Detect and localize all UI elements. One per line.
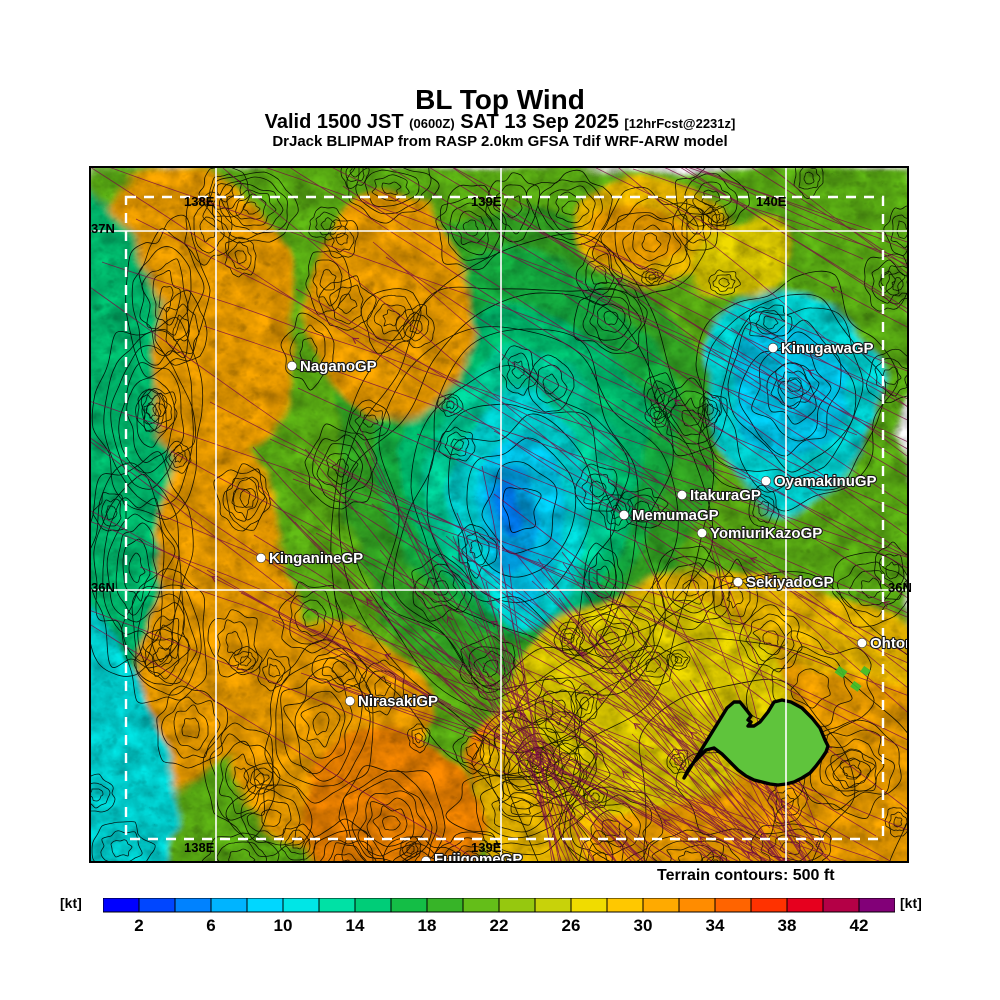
svg-text:NaganoGP: NaganoGP bbox=[300, 358, 377, 375]
svg-text:ItakuraGP: ItakuraGP bbox=[690, 487, 761, 504]
svg-text:SekiyadoGP: SekiyadoGP bbox=[746, 574, 834, 591]
svg-text:34: 34 bbox=[706, 916, 725, 935]
svg-text:KinganineGP: KinganineGP bbox=[269, 550, 363, 567]
svg-text:OhtoneGP: OhtoneGP bbox=[870, 635, 909, 652]
svg-text:30: 30 bbox=[634, 916, 653, 935]
svg-text:KinugawaGP: KinugawaGP bbox=[781, 340, 874, 357]
svg-text:YomiuriKazoGP: YomiuriKazoGP bbox=[710, 525, 822, 542]
svg-text:NirasakiGP: NirasakiGP bbox=[358, 693, 438, 710]
svg-text:2: 2 bbox=[134, 916, 143, 935]
svg-text:OyamakinuGP: OyamakinuGP bbox=[774, 473, 877, 490]
svg-text:18: 18 bbox=[418, 916, 437, 935]
svg-text:42: 42 bbox=[850, 916, 869, 935]
svg-text:22: 22 bbox=[490, 916, 509, 935]
svg-text:10: 10 bbox=[274, 916, 293, 935]
svg-text:26: 26 bbox=[562, 916, 581, 935]
svg-text:MemumaGP: MemumaGP bbox=[632, 507, 719, 524]
svg-text:38: 38 bbox=[778, 916, 797, 935]
svg-text:6: 6 bbox=[206, 916, 215, 935]
svg-text:14: 14 bbox=[346, 916, 365, 935]
